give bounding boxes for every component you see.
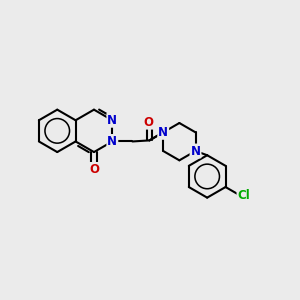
Text: O: O bbox=[144, 116, 154, 129]
Text: N: N bbox=[158, 126, 168, 139]
Text: Cl: Cl bbox=[238, 189, 250, 202]
Text: O: O bbox=[89, 163, 99, 176]
Text: N: N bbox=[107, 114, 117, 127]
Text: N: N bbox=[107, 135, 117, 148]
Text: N: N bbox=[190, 145, 200, 158]
